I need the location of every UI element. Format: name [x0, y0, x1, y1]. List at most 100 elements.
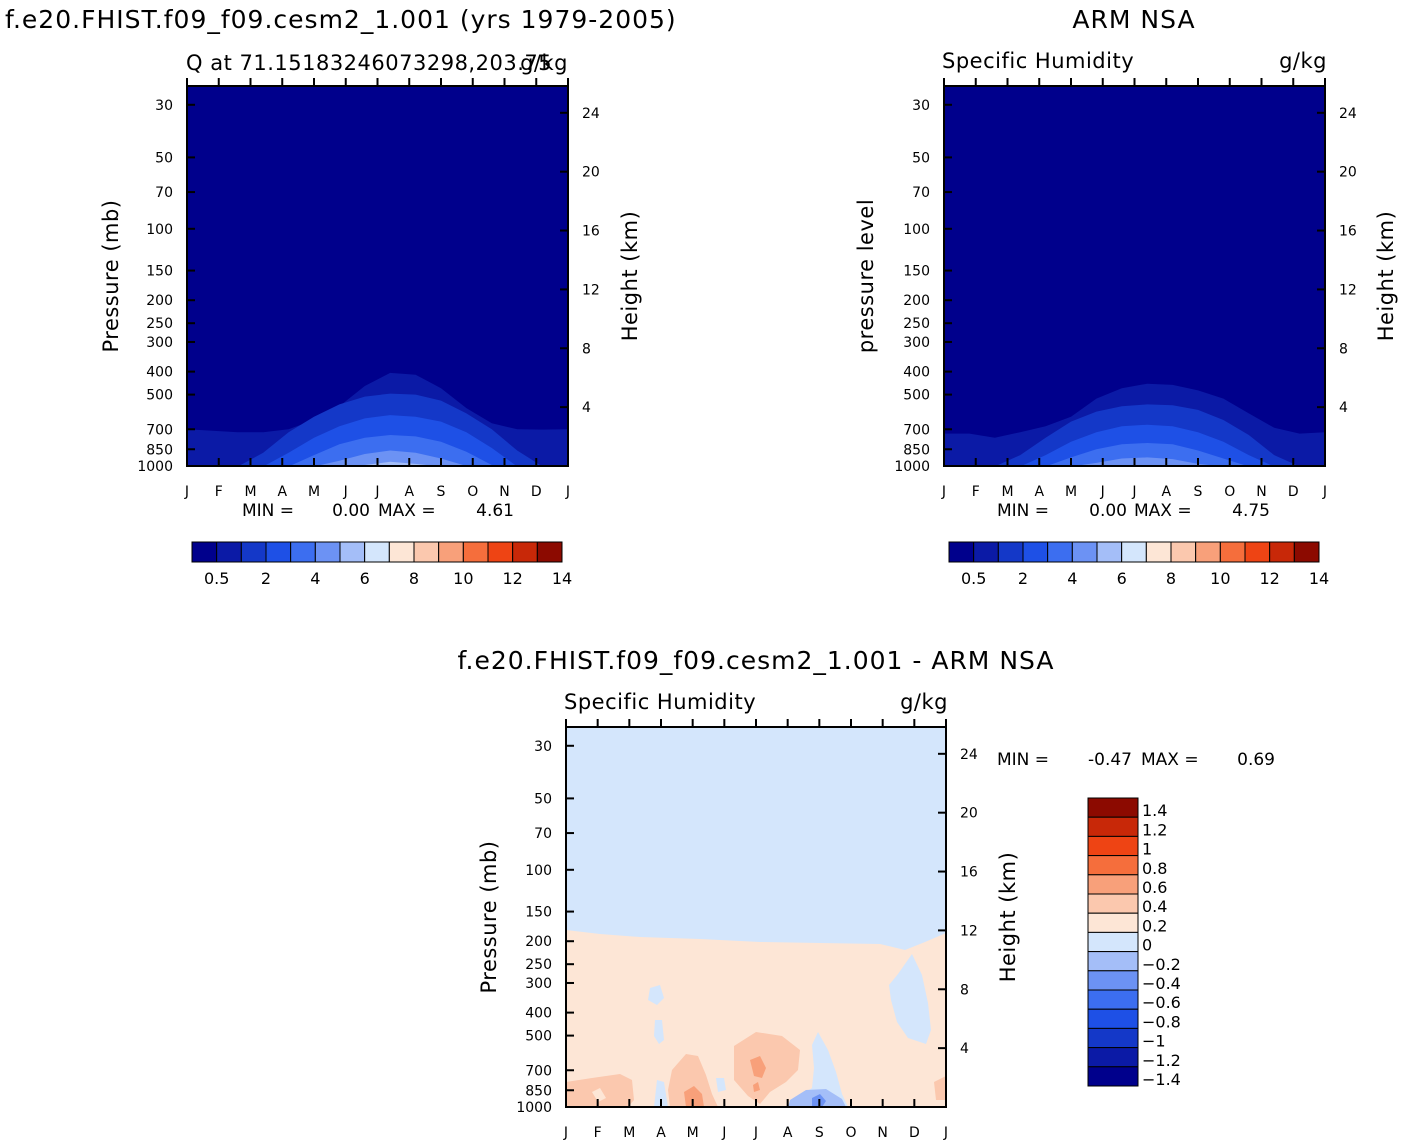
colorbar-box — [997, 541, 1024, 563]
colorbar-box — [948, 541, 975, 563]
y2-tick-label: 24 — [582, 106, 600, 122]
y2-tick-label: 8 — [960, 982, 969, 998]
colorbar-label: 12 — [502, 569, 522, 588]
y-tick-label: 30 — [912, 98, 930, 114]
colorbar-label: 10 — [453, 569, 473, 588]
colorbar-label: 12 — [1259, 569, 1279, 588]
y-tick-label: 250 — [525, 957, 552, 973]
colorbar-box — [462, 541, 489, 563]
y-tick-label: 50 — [912, 150, 930, 166]
colorbar-box — [1087, 912, 1139, 933]
colorbar-label: 1.4 — [1142, 801, 1167, 820]
colorbar-label: 8 — [409, 569, 419, 588]
model-axes: J F M A M J J A S O N D J 30 50 70 100 150 200 250 300 400 500… — [137, 78, 600, 500]
x-tick-label: J — [943, 1125, 948, 1141]
x-tick-label: S — [1194, 484, 1203, 500]
diff-region-neg-patch-jan — [592, 1088, 606, 1102]
y-tick-label: 850 — [146, 442, 173, 458]
y-tick-label: 1000 — [516, 1100, 552, 1116]
colorbar-label: 1.2 — [1142, 820, 1167, 839]
obs-min-label: MIN = — [997, 501, 1049, 521]
y2-tick-label: 8 — [1339, 341, 1348, 357]
y-tick-label: 70 — [155, 185, 173, 201]
x-tick-label: O — [467, 484, 478, 500]
colorbar-label: 14 — [1309, 569, 1329, 588]
colorbar-box — [240, 541, 267, 563]
colorbar-box — [1087, 874, 1139, 895]
obs-y2label: Height (km) — [1374, 211, 1398, 342]
model-min-value: 0.00 — [332, 501, 370, 521]
obs-title: ARM NSA — [1072, 5, 1195, 34]
diff-title: f.e20.FHIST.f09_f09.cesm2_1.001 - ARM NS… — [458, 646, 1055, 675]
diff-region-pos-small — [566, 930, 946, 1107]
diff-region-neg-patch-a — [648, 985, 664, 1005]
obs-ylabel: pressure level — [854, 199, 878, 353]
x-tick-label: J — [184, 484, 189, 500]
y-tick-label: 150 — [903, 264, 930, 280]
colorbar-box — [1145, 541, 1172, 563]
colorbar-box — [1087, 1047, 1139, 1068]
colorbar-box — [388, 541, 415, 563]
colorbar-label: 1 — [1142, 840, 1152, 859]
y-tick-label: 400 — [525, 1006, 552, 1022]
x-tick-label: S — [815, 1125, 824, 1141]
y-tick-label: 200 — [146, 293, 173, 309]
y-tick-label: 1000 — [137, 459, 173, 475]
colorbar-box — [1087, 893, 1139, 914]
diff-region-neg-patch-b — [654, 1020, 664, 1044]
colorbar-box — [1087, 797, 1139, 818]
y2-tick-label: 24 — [960, 747, 978, 763]
diff-ylabel: Pressure (mb) — [477, 840, 501, 993]
model-y2label: Height (km) — [618, 211, 642, 342]
diff-region-pos-high-jul — [750, 1056, 766, 1078]
x-tick-label: S — [437, 484, 446, 500]
x-tick-label: J — [1131, 484, 1136, 500]
y2-tick-label: 16 — [582, 224, 600, 240]
y-tick-label: 400 — [903, 365, 930, 381]
obs-max-value: 4.75 — [1232, 501, 1270, 521]
diff-region-pos-high-may — [684, 1086, 704, 1107]
colorbar-box — [339, 541, 366, 563]
obs-min-value: 0.00 — [1089, 501, 1127, 521]
contour-band-5 — [1074, 457, 1219, 466]
colorbar-label: 0.8 — [1142, 859, 1167, 878]
x-tick-label: J — [1100, 484, 1105, 500]
x-tick-label: N — [499, 484, 509, 500]
y2-tick-label: 4 — [1339, 400, 1348, 416]
y-tick-label: 500 — [146, 388, 173, 404]
colorbar-label: −0.4 — [1142, 974, 1181, 993]
colorbar-box — [1071, 541, 1098, 563]
colorbar-box — [290, 541, 316, 563]
colorbar-label: 14 — [552, 569, 572, 588]
y-tick-label: 300 — [525, 976, 552, 992]
y2-tick-label: 4 — [960, 1041, 969, 1057]
obs-max-label: MAX = — [1134, 501, 1192, 521]
colorbar-label: 0.2 — [1142, 916, 1167, 935]
model-panel: f.e20.FHIST.f09_f09.cesm2_1.001 (yrs 197… — [5, 5, 676, 588]
obs-subtitle-left: Specific Humidity — [942, 49, 1134, 73]
y2-tick-label: 12 — [960, 923, 978, 939]
diff-y2label: Height (km) — [996, 852, 1020, 983]
x-tick-label: D — [909, 1125, 920, 1141]
y-tick-label: 500 — [525, 1029, 552, 1045]
x-tick-label: J — [753, 1125, 758, 1141]
diff-panel: f.e20.FHIST.f09_f09.cesm2_1.001 - ARM NS… — [458, 646, 1275, 1141]
colorbar-box — [1293, 541, 1320, 563]
colorbar-box — [1087, 855, 1139, 876]
colorbar-box — [1087, 989, 1139, 1010]
y-tick-label: 500 — [903, 388, 930, 404]
colorbar-label: −1.4 — [1142, 1070, 1181, 1089]
y-tick-label: 30 — [155, 98, 173, 114]
diff-region-pos-high-jul-b — [753, 1082, 760, 1092]
colorbar-box — [1170, 541, 1197, 563]
colorbar-box — [973, 541, 999, 563]
diff-max-value: 0.69 — [1237, 750, 1275, 770]
y-tick-label: 100 — [525, 863, 552, 879]
colorbar-box — [1219, 541, 1246, 563]
y2-tick-label: 20 — [960, 806, 978, 822]
x-tick-label: N — [877, 1125, 887, 1141]
x-tick-label: A — [277, 484, 287, 500]
colorbar-box — [512, 541, 538, 563]
x-tick-label: A — [656, 1125, 666, 1141]
y-tick-label: 250 — [146, 316, 173, 332]
